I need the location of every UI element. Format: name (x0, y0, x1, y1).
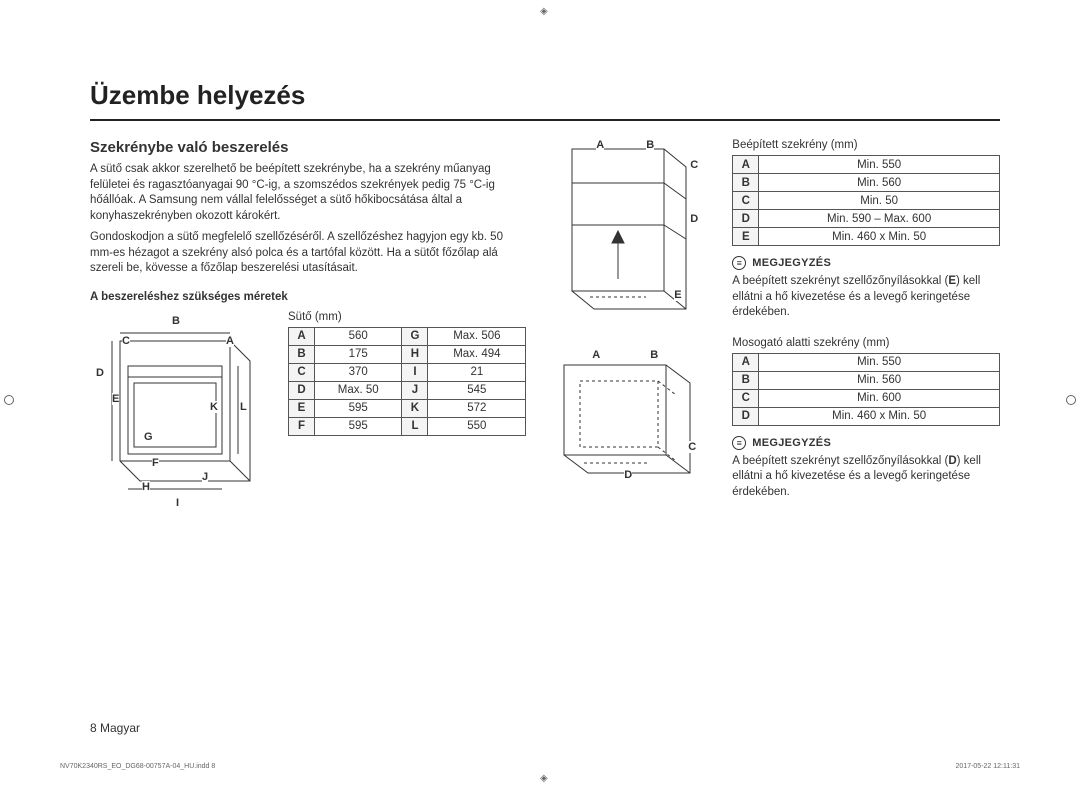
table-cell: Min. 560 (759, 371, 1000, 389)
table-cell: A (733, 156, 759, 174)
page-content: Üzembe helyezés Szekrénybe való beszerel… (90, 80, 1000, 515)
oven-dim-E: E (112, 393, 119, 405)
left-column: Szekrénybe való beszerelés A sütő csak a… (90, 139, 526, 515)
undersink-cabinet-diagram: A B C D (554, 347, 704, 487)
table-cell: Min. 50 (759, 192, 1000, 210)
note2-text: A beépített szekrényt szellőzőnyílásokka… (732, 454, 1000, 501)
middle-column: A B C D E (554, 139, 704, 515)
table-cell: Min. 550 (759, 156, 1000, 174)
table-cell: D (733, 210, 759, 228)
table-cell: Max. 50 (315, 381, 402, 399)
table-cell: Min. 550 (759, 353, 1000, 371)
page-number: 8 Magyar (90, 721, 140, 735)
cabinet1-caption: Beépített szekrény (mm) (732, 139, 1000, 151)
table-cell: E (733, 228, 759, 246)
d2-A: A (596, 139, 604, 151)
note2-letter: D (948, 455, 956, 467)
note-icon: ≡ (732, 436, 746, 450)
table-cell: B (733, 371, 759, 389)
oven-dim-G: G (144, 431, 153, 443)
table-cell: 21 (428, 363, 526, 381)
table-cell: B (289, 345, 315, 363)
table-cell: L (402, 417, 428, 435)
crop-side-left (4, 395, 14, 405)
table-cell: A (289, 327, 315, 345)
oven-table-caption: Sütő (mm) (288, 311, 526, 323)
d3-C: C (688, 441, 696, 453)
cabinet2-caption: Mosogató alatti szekrény (mm) (732, 337, 1000, 349)
table-cell: Min. 560 (759, 174, 1000, 192)
table-cell: 595 (315, 417, 402, 435)
table-cell: C (733, 389, 759, 407)
intro-para-2: Gondoskodjon a sütő megfelelő szellőzésé… (90, 230, 526, 277)
crop-mark-top: ◈ (540, 6, 548, 17)
oven-dimensions-table: A560GMax. 506 B175HMax. 494 C370I21 DMax. 5… (288, 327, 526, 436)
oven-dim-D: D (96, 367, 104, 379)
footer-file: NV70K2340RS_EO_DG68-00757A-04_HU.indd 8 (60, 763, 215, 770)
d2-C: C (690, 159, 698, 171)
d2-B: B (646, 139, 654, 151)
table-cell: H (402, 345, 428, 363)
note1-label: MEGJEGYZÉS (752, 257, 831, 269)
table-cell: 595 (315, 399, 402, 417)
table-cell: J (402, 381, 428, 399)
table-cell: Min. 460 x Min. 50 (759, 407, 1000, 425)
note2-a: A beépített szekrényt szellőzőnyílásokka… (732, 455, 948, 467)
table-cell: A (733, 353, 759, 371)
table-cell: 560 (315, 327, 402, 345)
crop-side-right (1066, 395, 1076, 405)
note1-a: A beépített szekrényt szellőzőnyílásokka… (732, 275, 948, 287)
table-cell: 572 (428, 399, 526, 417)
builtin-cabinet-diagram: A B C D E (554, 139, 704, 319)
table-cell: 545 (428, 381, 526, 399)
oven-dim-B: B (172, 315, 180, 327)
table-cell: G (402, 327, 428, 345)
table-cell: B (733, 174, 759, 192)
table-cell: 175 (315, 345, 402, 363)
cabinet1-table: AMin. 550BMin. 560CMin. 50DMin. 590 – Ma… (732, 155, 1000, 246)
note-icon: ≡ (732, 256, 746, 270)
oven-dim-I: I (176, 497, 179, 509)
table-cell: Max. 494 (428, 345, 526, 363)
d3-B: B (650, 349, 658, 361)
right-column: Beépített szekrény (mm) AMin. 550BMin. 5… (732, 139, 1000, 515)
d3-A: A (592, 349, 600, 361)
table-cell: E (289, 399, 315, 417)
note1-letter: E (948, 275, 956, 287)
oven-dim-A: A (226, 335, 234, 347)
cabinet2-table: AMin. 550BMin. 560CMin. 600DMin. 460 x M… (732, 353, 1000, 426)
oven-dim-C: C (122, 335, 130, 347)
oven-dim-H: H (142, 481, 150, 493)
table-cell: C (733, 192, 759, 210)
table-cell: D (733, 407, 759, 425)
table-cell: Min. 600 (759, 389, 1000, 407)
oven-diagram: B C A D E G F H I J K L (90, 311, 270, 514)
oven-dim-L: L (240, 401, 247, 413)
table-cell: Min. 460 x Min. 50 (759, 228, 1000, 246)
d2-D: D (690, 213, 698, 225)
oven-dim-F: F (152, 457, 159, 469)
table-cell: Max. 506 (428, 327, 526, 345)
oven-dim-K: K (210, 401, 218, 413)
crop-mark-bottom: ◈ (540, 773, 548, 784)
table-cell: 550 (428, 417, 526, 435)
intro-para-1: A sütő csak akkor szerelhető be beépítet… (90, 162, 526, 224)
table-cell: F (289, 417, 315, 435)
table-cell: D (289, 381, 315, 399)
d2-E: E (674, 289, 681, 301)
section-subtitle: Szekrénybe való beszerelés (90, 139, 526, 156)
footer-date: 2017-05-22 12:11:31 (956, 763, 1020, 770)
table-cell: 370 (315, 363, 402, 381)
dims-required-label: A beszereléshez szükséges méretek (90, 291, 526, 303)
page-title: Üzembe helyezés (90, 80, 1000, 121)
table-cell: C (289, 363, 315, 381)
oven-dim-J: J (202, 471, 208, 483)
table-cell: I (402, 363, 428, 381)
table-cell: K (402, 399, 428, 417)
note2-label: MEGJEGYZÉS (752, 437, 831, 449)
note1-text: A beépített szekrényt szellőzőnyílásokka… (732, 274, 1000, 321)
table-cell: Min. 590 – Max. 600 (759, 210, 1000, 228)
d3-D: D (624, 469, 632, 481)
